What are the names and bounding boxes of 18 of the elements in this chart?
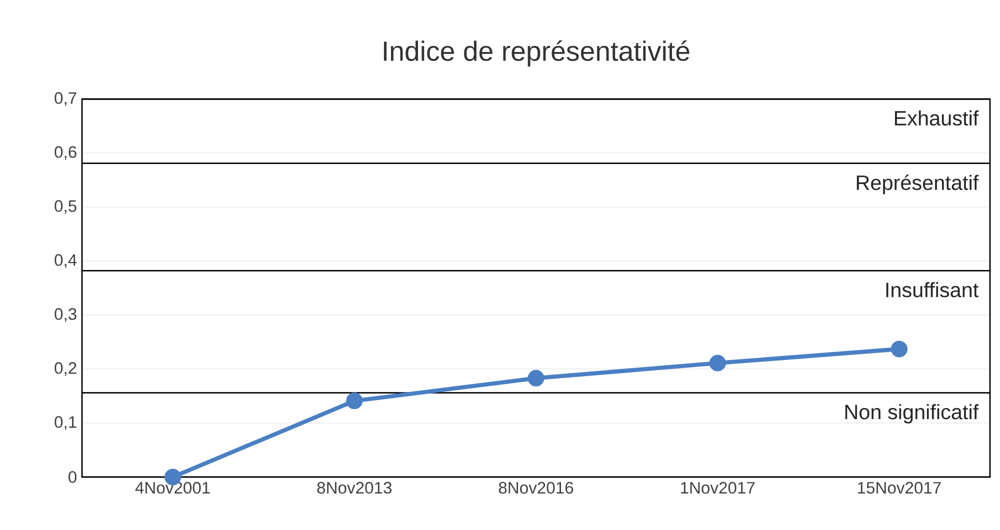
ref-line-label: Non significatif — [845, 404, 979, 424]
y-tick-label: 0,6 — [54, 146, 76, 160]
y-tick-label: 0,7 — [54, 92, 76, 106]
y-tick-label: 0 — [68, 471, 76, 483]
x-tick-label: 15Nov2017 — [858, 482, 941, 494]
x-tick-label: 8Nov2016 — [498, 482, 574, 494]
y-tick-label: 0,4 — [54, 254, 77, 268]
x-tick-label: 4Nov2001 — [135, 482, 210, 494]
ref-line-label: Insuffisant — [886, 282, 979, 298]
ref-line-label: Exhaustif — [894, 110, 979, 126]
x-tick-label: 8Nov2013 — [317, 482, 392, 494]
y-tick-label: 0,5 — [54, 200, 76, 214]
y-tick-label: 0,1 — [54, 416, 76, 430]
chart-title: Indice de représentativité — [384, 40, 690, 66]
x-tick-label: 1Nov2017 — [681, 482, 755, 494]
ref-line-label: Représentatif — [856, 174, 979, 194]
y-tick-label: 0,3 — [54, 308, 76, 322]
y-tick-label: 0,2 — [54, 362, 76, 376]
